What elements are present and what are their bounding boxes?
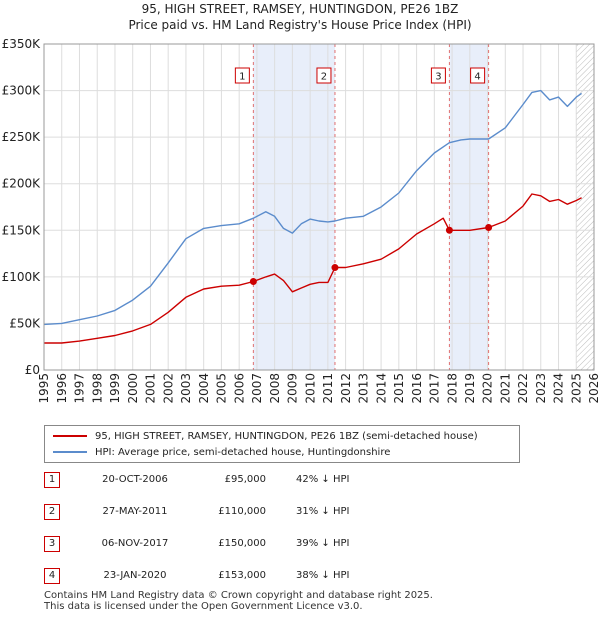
transaction-badge: 4 xyxy=(44,568,60,584)
table-row: 4 23-JAN-2020 £153,000 38% ↓ HPI xyxy=(44,568,424,586)
transaction-date: 27-MAY-2011 xyxy=(102,506,168,517)
plot-border xyxy=(43,43,595,371)
x-tick-label: 2024 xyxy=(552,373,566,404)
table-row: 2 27-MAY-2011 £110,000 31% ↓ HPI xyxy=(44,504,424,522)
x-tick-label: 2022 xyxy=(516,373,530,404)
property-price-line xyxy=(44,193,582,344)
y-tick-label: £250K xyxy=(2,130,42,144)
x-tick-label: 2016 xyxy=(410,373,424,404)
x-tick-label: 2010 xyxy=(303,373,317,404)
x-tick-label: 2012 xyxy=(339,373,353,404)
x-tick-label: 2006 xyxy=(232,373,246,404)
footer-copyright: Contains HM Land Registry data © Crown c… xyxy=(44,590,433,601)
y-tick-label: £0 xyxy=(25,363,40,377)
y-tick-label: £100K xyxy=(2,270,42,284)
x-tick-label: 2020 xyxy=(481,373,495,404)
sale-label-box xyxy=(470,67,486,84)
transaction-price: £150,000 xyxy=(218,538,266,549)
legend-item-hpi: HPI: Average price, semi-detached house,… xyxy=(53,446,390,460)
sale-label-number: 1 xyxy=(239,72,245,83)
x-tick-label: 2021 xyxy=(498,373,512,404)
footer: Contains HM Land Registry data © Crown c… xyxy=(44,590,433,612)
x-tick-label: 2011 xyxy=(321,373,335,404)
x-tick-label: 1999 xyxy=(108,373,122,404)
transaction-badge: 2 xyxy=(44,504,60,520)
sale-period-shade xyxy=(253,44,335,370)
transaction-hpi-diff: 39% ↓ HPI xyxy=(296,538,350,549)
legend: 95, HIGH STREET, RAMSEY, HUNTINGDON, PE2… xyxy=(44,425,520,463)
sale-label-box xyxy=(234,67,250,84)
transaction-date: 20-OCT-2006 xyxy=(102,474,168,485)
y-tick-label: £150K xyxy=(2,223,42,237)
y-tick-label: £50K xyxy=(9,316,41,330)
x-tick-label: 1998 xyxy=(90,373,104,404)
chart-title: 95, HIGH STREET, RAMSEY, HUNTINGDON, PE2… xyxy=(141,2,459,16)
x-tick-label: 2013 xyxy=(357,373,371,404)
sale-label-number: 4 xyxy=(474,72,480,83)
x-tick-label: 2014 xyxy=(374,373,388,404)
x-tick-label: 1995 xyxy=(37,373,51,404)
x-tick-label: 2004 xyxy=(197,373,211,404)
x-tick-label: 2005 xyxy=(215,373,229,404)
x-tick-label: 2025 xyxy=(569,373,583,404)
transaction-date: 06-NOV-2017 xyxy=(101,538,169,549)
x-tick-label: 1997 xyxy=(73,373,87,404)
x-tick-label: 2019 xyxy=(463,373,477,404)
x-tick-label: 2026 xyxy=(587,373,600,404)
transaction-price: £153,000 xyxy=(218,570,266,581)
sale-label-number: 3 xyxy=(435,72,441,83)
x-tick-label: 2015 xyxy=(392,373,406,404)
sale-point xyxy=(485,223,493,231)
sale-period-shade xyxy=(449,44,489,370)
sale-label-number: 2 xyxy=(321,72,327,83)
y-tick-label: £350K xyxy=(2,37,42,51)
x-tick-label: 2009 xyxy=(286,373,300,404)
legend-swatch-property xyxy=(53,435,87,437)
legend-item-property: 95, HIGH STREET, RAMSEY, HUNTINGDON, PE2… xyxy=(53,430,478,444)
x-tick-label: 2023 xyxy=(534,373,548,404)
x-tick-label: 2007 xyxy=(250,373,264,404)
x-tick-label: 2008 xyxy=(268,373,282,404)
transaction-badge: 3 xyxy=(44,536,60,552)
legend-label-property: 95, HIGH STREET, RAMSEY, HUNTINGDON, PE2… xyxy=(95,431,478,442)
sale-point xyxy=(445,226,453,234)
chart-subtitle: Price paid vs. HM Land Registry's House … xyxy=(128,18,472,32)
transaction-date: 23-JAN-2020 xyxy=(103,570,167,581)
transaction-price: £110,000 xyxy=(218,506,266,517)
transaction-price: £95,000 xyxy=(224,474,266,485)
price-chart: 1 2 3 4 £0 £50K £100K £150K £200K £250K £300K £350K… xyxy=(2,37,600,404)
transaction-hpi-diff: 31% ↓ HPI xyxy=(296,506,350,517)
sale-point xyxy=(331,264,339,272)
x-tick-label: 2001 xyxy=(144,373,158,404)
sale-point xyxy=(249,278,257,286)
transaction-hpi-diff: 38% ↓ HPI xyxy=(296,570,350,581)
y-tick-label: £300K xyxy=(2,84,42,98)
legend-swatch-hpi xyxy=(53,451,87,453)
forecast-region xyxy=(576,44,594,370)
legend-label-hpi: HPI: Average price, semi-detached house,… xyxy=(95,447,391,458)
x-tick-label: 2003 xyxy=(179,373,193,404)
table-row: 3 06-NOV-2017 £150,000 39% ↓ HPI xyxy=(44,536,424,554)
x-tick-label: 1996 xyxy=(55,373,69,404)
hpi-line xyxy=(43,89,583,326)
footer-licence: This data is licensed under the Open Gov… xyxy=(44,601,363,612)
x-tick-label: 2017 xyxy=(428,373,442,404)
sale-label-box xyxy=(316,67,332,84)
transaction-hpi-diff: 42% ↓ HPI xyxy=(296,474,350,485)
y-tick-label: £200K xyxy=(2,177,42,191)
x-tick-label: 2018 xyxy=(445,373,459,404)
sale-label-box xyxy=(430,67,446,84)
transaction-badge: 1 xyxy=(44,472,60,488)
table-row: 1 20-OCT-2006 £95,000 42% ↓ HPI xyxy=(44,472,424,490)
x-tick-label: 2002 xyxy=(161,373,175,404)
x-tick-label: 2000 xyxy=(126,373,140,404)
